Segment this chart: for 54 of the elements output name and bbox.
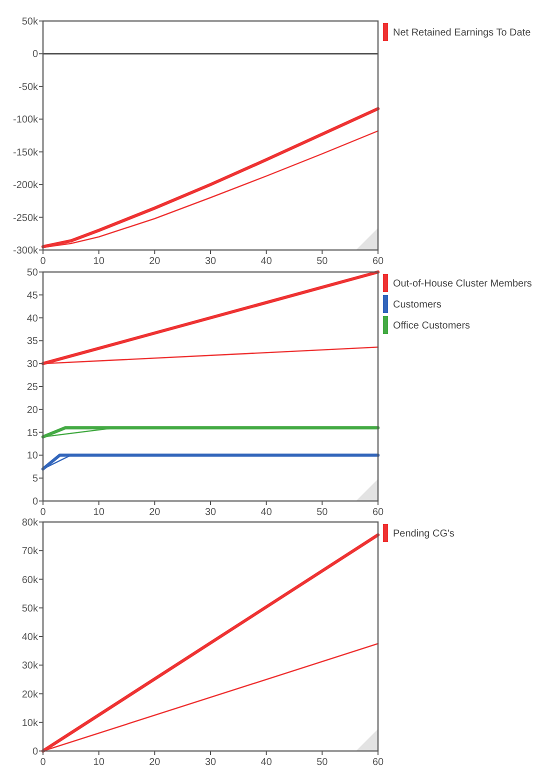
y-tick-label: 50k [22,603,39,614]
legend-label: Customers [393,300,442,310]
y-tick-label: 45 [26,290,38,302]
y-tick-label: -250k [12,212,39,224]
x-tick-label: 50 [316,256,328,267]
y-tick-label: 30k [22,660,39,672]
x-tick-label: 30 [204,507,216,518]
x-tick-label: 50 [316,757,328,768]
y-tick-label: 70k [22,546,39,558]
y-tick-label: 35 [26,336,38,348]
y-tick-label: 20k [22,689,39,700]
y-tick-label: 25 [26,382,38,393]
y-tick-label: 80k [22,518,39,528]
x-tick-label: 40 [260,507,272,518]
x-tick-label: 40 [260,757,272,768]
y-tick-label: 40 [26,313,38,324]
x-tick-label: 30 [204,256,216,267]
y-tick-label: -100k [12,114,39,126]
x-tick-label: 0 [40,757,46,768]
y-tick-label: -150k [12,147,39,158]
x-tick-label: 10 [93,757,105,768]
y-tick-label: -200k [12,180,39,192]
y-tick-label: 30 [26,359,38,370]
x-tick-label: 60 [372,507,384,518]
x-tick-label: 20 [149,507,161,518]
x-tick-label: 60 [372,757,384,768]
x-tick-label: 60 [372,256,384,267]
x-tick-label: 10 [93,256,105,267]
y-tick-label: -50k [18,82,39,93]
y-tick-label: 20 [26,404,38,416]
legend-label: Pending CG's [393,528,454,540]
y-tick-label: -300k [12,246,39,256]
y-tick-label: 40k [22,632,39,643]
legend-label: Net Retained Earnings To Date [393,28,532,38]
x-tick-label: 50 [316,507,328,518]
x-tick-label: 40 [260,256,272,267]
y-tick-label: 50 [26,268,38,278]
y-tick-label: 5 [32,474,38,485]
y-tick-label: 0 [32,496,38,508]
y-tick-label: 10 [26,450,38,462]
legend-label: Out-of-House Cluster Members [393,278,532,290]
y-tick-label: 10k [22,718,39,729]
y-tick-label: 0 [32,49,38,60]
legend-label: Office Customers [393,320,470,332]
y-tick-label: 60k [22,574,39,586]
x-tick-label: 30 [204,757,216,768]
x-tick-label: 0 [40,507,46,518]
x-tick-label: 0 [40,256,46,267]
x-tick-label: 10 [93,507,105,518]
y-tick-label: 0 [32,746,38,758]
x-tick-label: 20 [149,757,161,768]
y-tick-label: 50k [22,16,39,28]
y-tick-label: 15 [26,428,38,439]
x-tick-label: 20 [149,256,161,267]
